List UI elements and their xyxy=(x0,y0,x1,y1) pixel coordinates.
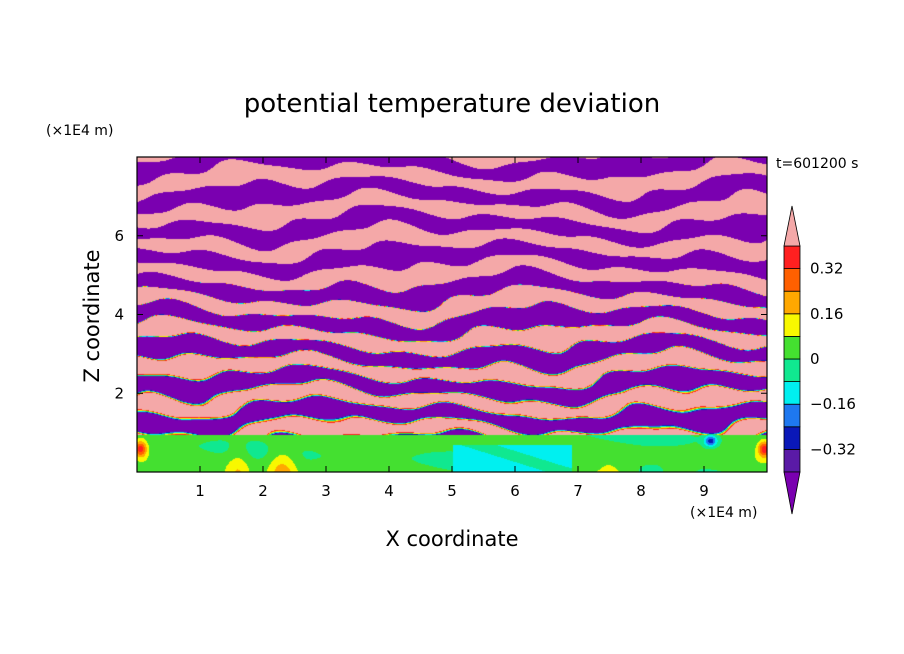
colorbar-band xyxy=(783,335,801,360)
y-tick-label: 2 xyxy=(114,384,124,402)
colorbar-label: −0.32 xyxy=(810,440,856,458)
colorbar-band xyxy=(783,448,801,473)
colorbar-band xyxy=(783,245,801,270)
colorbar-label: 0 xyxy=(810,350,820,368)
contour-field-raster xyxy=(137,157,767,472)
x-unit-label: (×1E4 m) xyxy=(690,505,757,521)
x-tick-label: 5 xyxy=(447,482,457,500)
colorbar-band xyxy=(783,358,801,383)
colorbar-band xyxy=(783,268,801,292)
colorbar-band xyxy=(783,403,801,428)
colorbar-band xyxy=(783,290,801,315)
time-label: t=601200 s xyxy=(776,156,858,172)
x-tick-label: 2 xyxy=(258,482,268,500)
colorbar: 0.32 0.16 0 −0.16 −0.32 xyxy=(783,205,856,515)
colorbar-label: 0.32 xyxy=(810,260,843,278)
y-axis-label: Z coordinate xyxy=(80,249,104,382)
x-tick-label: 9 xyxy=(699,482,709,500)
x-tick-label: 3 xyxy=(321,482,331,500)
x-tick-label: 7 xyxy=(573,482,583,500)
colorbar-label: −0.16 xyxy=(810,395,856,413)
colorbar-band xyxy=(783,381,801,405)
x-axis-label: X coordinate xyxy=(385,527,518,551)
contour-field xyxy=(137,157,767,472)
colorbar-band xyxy=(783,313,801,337)
x-tick-label: 8 xyxy=(636,482,646,500)
x-axis-ticks: 1 2 3 4 5 6 7 8 9 xyxy=(195,157,709,500)
x-tick-label: 1 xyxy=(195,482,205,500)
y-axis-ticks: 2 4 6 xyxy=(114,227,767,402)
colorbar-top-arrow xyxy=(783,205,801,247)
y-tick-label: 4 xyxy=(114,306,124,324)
x-tick-label: 4 xyxy=(384,482,394,500)
colorbar-band xyxy=(783,426,801,450)
x-tick-label: 6 xyxy=(510,482,520,500)
y-tick-label: 6 xyxy=(114,227,124,245)
y-unit-label: (×1E4 m) xyxy=(46,123,113,139)
colorbar-bottom-arrow xyxy=(783,471,801,515)
colorbar-label: 0.16 xyxy=(810,305,843,323)
chart-title: potential temperature deviation xyxy=(244,89,660,119)
